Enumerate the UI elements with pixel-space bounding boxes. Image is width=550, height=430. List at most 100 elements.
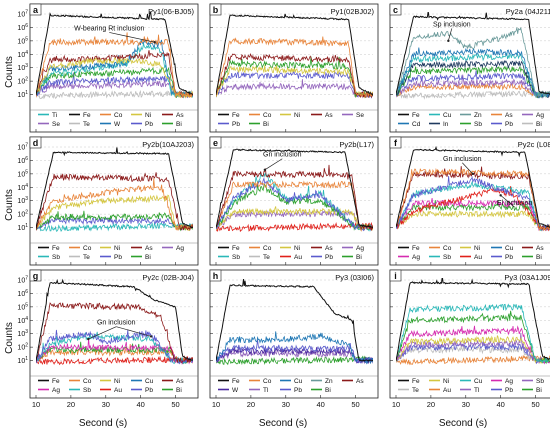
series-au: [216, 221, 373, 233]
y-tick-exponent: 6: [25, 23, 28, 29]
legend-label: In: [443, 121, 449, 128]
legend-label: Ni: [114, 378, 120, 385]
x-tick-label: 20: [67, 400, 75, 409]
series-group: [216, 13, 373, 99]
legend-label: Ti: [52, 112, 57, 119]
legend-label: Cd: [412, 121, 421, 128]
y-tick-exponent: 7: [25, 10, 28, 16]
y-tick-base: 10: [17, 79, 25, 86]
legend-label: Pb: [505, 387, 513, 394]
panel-letter: g: [33, 271, 39, 281]
series-tl: [216, 347, 373, 365]
series-cu: [396, 303, 550, 364]
x-tick-label: 30: [462, 400, 470, 409]
legend-label: Fe: [232, 378, 240, 385]
legend-label: Pb: [294, 387, 302, 394]
legend-label: Co: [83, 245, 92, 252]
legend-label: Pb: [114, 254, 122, 261]
legend-label: Cu: [294, 378, 303, 385]
legend-label: Sb: [536, 378, 544, 385]
legend-label: Sb: [474, 121, 482, 128]
annotation-arrow: [462, 162, 474, 175]
legend-label: As: [536, 245, 544, 252]
y-tick-label: 102: [17, 210, 28, 219]
series-fe: [396, 278, 550, 362]
y-axis-label-middle: Counts: [4, 189, 15, 221]
series-pb: [36, 215, 193, 231]
x-axis-label-middle: Second (s): [259, 418, 307, 429]
annotation-arrowhead: [471, 172, 474, 176]
legend-label: Pb: [505, 121, 513, 128]
y-tick-exponent: 7: [25, 143, 28, 149]
series-fe: [36, 278, 193, 361]
legend-label: As: [325, 112, 333, 119]
panel-title: Py2c (L08): [518, 140, 550, 149]
x-tick-label: 20: [427, 400, 435, 409]
panel-frame: [389, 136, 550, 266]
y-axis-label-bottom: Counts: [4, 322, 15, 354]
series-group: [396, 145, 550, 232]
y-tick-exponent: 5: [25, 36, 28, 42]
panel-letter-box: [209, 269, 222, 282]
y-tick-label: 104: [17, 316, 28, 325]
y-tick-base: 10: [17, 278, 25, 285]
panel-letter-box: [29, 269, 42, 282]
panel-letter: d: [33, 138, 39, 148]
series-fe: [36, 147, 193, 229]
y-tick-base: 10: [17, 12, 25, 19]
panel-letter: a: [33, 5, 39, 15]
legend-label: Pb: [232, 121, 240, 128]
panel-letter-box: [29, 136, 42, 149]
series-group: [36, 147, 193, 233]
series-ag: [36, 337, 193, 366]
legend-label: Ni: [114, 245, 120, 252]
series-fe: [216, 148, 373, 228]
series-ni: [36, 57, 193, 99]
panel-title: Py3 (03A1J09): [504, 273, 550, 282]
legend-label: Te: [412, 387, 419, 394]
panel-title: Py1(02BJ02): [331, 7, 375, 16]
legend-label: Co: [114, 112, 123, 119]
y-tick-label: 106: [17, 289, 28, 298]
series-sb: [36, 331, 193, 365]
series-fe: [216, 279, 373, 362]
panel-letter-box: [389, 136, 402, 149]
y-tick-exponent: 4: [25, 183, 28, 189]
y-tick-base: 10: [17, 212, 25, 219]
panel-letter-box: [389, 269, 402, 282]
y-tick-label: 105: [17, 36, 28, 45]
legend-label: Co: [83, 378, 92, 385]
panel-letter: f: [394, 138, 398, 148]
annotation-label: Gn inclusion: [443, 156, 482, 163]
legend-label: Ni: [443, 378, 449, 385]
panel-letter-box: [389, 3, 402, 16]
y-tick-label: 106: [17, 156, 28, 165]
series-bi: [216, 56, 373, 99]
annotation-arrow: [116, 326, 152, 337]
y-tick-exponent: 3: [25, 329, 28, 335]
legend-label: Pb: [145, 121, 153, 128]
panel-f: f Py2c (L08) Gn inclusion El inclusion Fe Co N…: [389, 136, 550, 266]
annotation-arrowhead: [149, 335, 153, 338]
x-axis-label-right: Second (s): [439, 418, 487, 429]
series-group: [216, 279, 373, 366]
legend-label: Sb: [443, 254, 451, 261]
annotation-arrowhead: [153, 41, 156, 44]
y-tick-label: 106: [17, 23, 28, 32]
panel-title: Py1(06-BJ05): [148, 7, 194, 16]
y-tick-base: 10: [17, 25, 25, 32]
y-tick-exponent: 2: [25, 210, 28, 216]
legend-label: Bi: [536, 121, 542, 128]
series-fe: [396, 145, 550, 228]
legend-label: Te: [83, 121, 90, 128]
series-group: [216, 148, 373, 233]
y-tick-label: 101: [17, 90, 28, 99]
legend-label: Ni: [294, 112, 300, 119]
legend-label: Pb: [145, 387, 153, 394]
series-pb: [36, 72, 193, 99]
x-tick-label: 40: [136, 400, 144, 409]
y-tick-exponent: 5: [25, 169, 28, 175]
legend-label: Bi: [263, 121, 269, 128]
